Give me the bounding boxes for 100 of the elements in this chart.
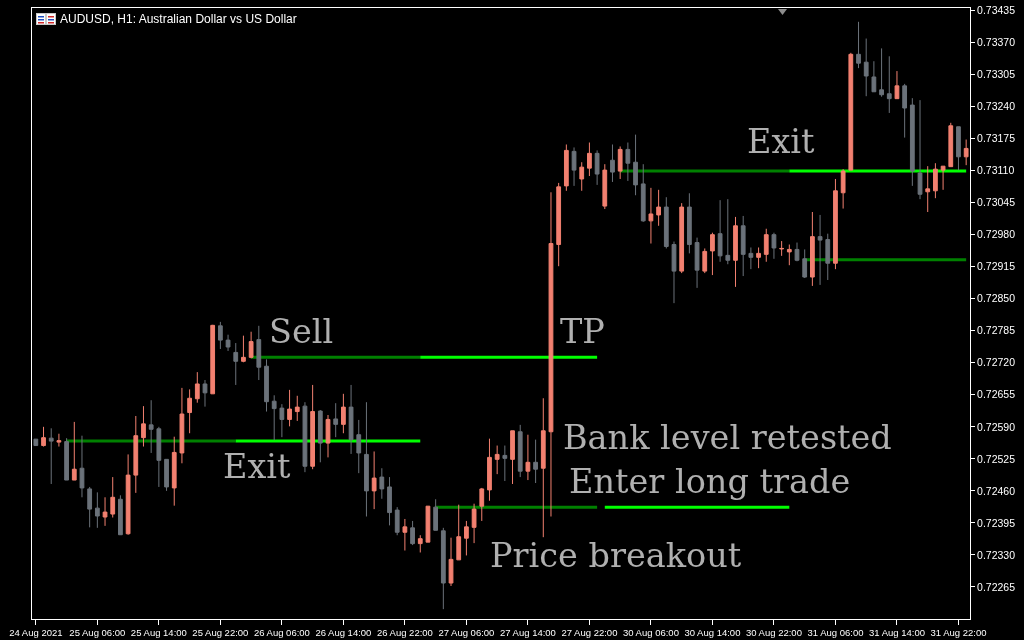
candlestick [233,342,239,386]
candlestick [364,401,369,518]
candlestick [87,486,93,528]
candlestick [394,506,400,536]
x-tick-label: 26 Aug 22:00 [376,627,433,639]
chart-title: AUDUSD, H1: Australian Dollar vs US Dollar [60,12,297,27]
candlestick [425,505,431,543]
candlestick [210,324,216,395]
candlestick [287,389,292,427]
candlestick [909,97,915,187]
candlestick [856,21,861,69]
y-tick-label: 0.72915 [977,260,1016,273]
candlestick [141,405,146,448]
candlestick [663,196,669,249]
candlestick [556,182,562,267]
candlestick [894,70,900,100]
candlestick [763,228,769,263]
candlestick [387,476,392,526]
x-tick-label: 31 Aug 06:00 [807,627,864,639]
candlestick [925,165,931,213]
candlestick [963,139,969,166]
candlestick [602,163,608,210]
candlestick [817,214,823,286]
y-tick-label: 0.72980 [977,228,1016,241]
candlestick [810,211,815,287]
candlestick [225,334,231,352]
candlestick [917,99,923,200]
candlestick [833,178,838,270]
candlestick [171,436,177,507]
candlestick [640,163,646,223]
candlestick [948,122,954,168]
y-tick-label: 0.72785 [977,324,1016,337]
candlestick [464,520,469,556]
candlestick [625,142,631,182]
candlestick [617,145,623,180]
candlestick [548,191,554,518]
candlestick [587,142,592,177]
candlestick [610,143,615,183]
candlestick [279,403,285,438]
candlestick [794,242,800,262]
candlestick [694,237,700,289]
y-tick-label: 0.73370 [977,36,1016,49]
candlestick [740,215,746,277]
candlestick [94,491,100,529]
annotation: Exit [747,122,816,161]
candlestick [863,38,869,97]
annotation: Sell [269,312,334,351]
candlestick [487,438,492,502]
candlestick [540,397,546,538]
x-tick-label: 26 Aug 14:00 [315,627,372,639]
candlestick [33,438,39,447]
candlestick [686,192,692,254]
candlestick [456,504,462,561]
candlestick [710,232,715,276]
candlestick [886,55,892,114]
candlestick [940,165,946,191]
candlestick [410,520,415,546]
candlestick [202,379,208,408]
candlestick [825,233,831,281]
candlestick [779,240,785,257]
candlestick [417,534,423,553]
candlestick [48,427,54,485]
x-tick-label: 30 Aug 14:00 [684,627,741,639]
candlestick [510,430,515,485]
candlestick [733,216,738,288]
candlestick [648,187,654,245]
candlestick [71,421,77,481]
candlestick [563,143,569,192]
candlestick [271,394,277,441]
candlestick [725,198,731,265]
candlestick [148,399,154,454]
candlestick [356,419,362,474]
candlestick [41,426,46,448]
candlestick [310,384,316,470]
candlestick [133,415,139,494]
y-tick-label: 0.72460 [977,484,1016,497]
annotation: Enter long trade [569,462,851,501]
candlestick [871,60,877,93]
candlestick [256,325,262,381]
candlestick [771,232,777,260]
y-tick-label: 0.72720 [977,356,1016,369]
candlestick [194,371,200,404]
x-tick-label: 31 Aug 14:00 [868,627,925,639]
y-tick-label: 0.73240 [977,100,1016,113]
candlestick [494,445,500,475]
candlestick [594,149,600,186]
x-tick-label: 25 Aug 14:00 [130,627,187,639]
candlestick [241,335,246,363]
y-tick-label: 0.73305 [977,68,1016,81]
candlestick [479,487,485,522]
x-tick-label: 27 Aug 06:00 [438,627,495,639]
candlestick [164,458,169,492]
candlestick [348,384,354,455]
candlestick [402,518,408,552]
candlestick [102,496,108,527]
candlestick [64,437,69,481]
annotation: Bank level retested [563,418,892,457]
candlestick [448,537,454,587]
x-tick-label: 30 Aug 06:00 [622,627,679,639]
candlestick [471,503,477,544]
